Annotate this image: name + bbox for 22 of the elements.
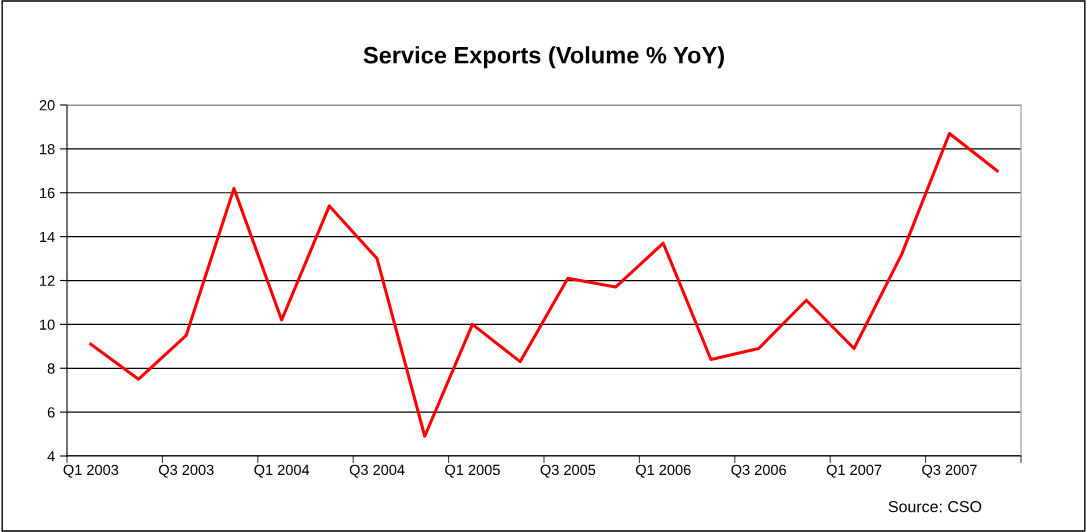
y-tick-label: 12 bbox=[40, 275, 55, 286]
x-tick-label: Q3 2005 bbox=[540, 464, 596, 478]
x-tick-label: Q1 2007 bbox=[826, 464, 882, 478]
y-tick-label: 16 bbox=[40, 187, 55, 199]
x-tick-label: Q1 2004 bbox=[254, 464, 310, 478]
y-tick-label: 10 bbox=[40, 319, 55, 330]
x-tick-label: Q3 2003 bbox=[158, 464, 214, 478]
x-tick-label: Q3 2007 bbox=[922, 464, 977, 478]
x-tick-label: Q3 2004 bbox=[349, 464, 405, 478]
y-tick-label: 8 bbox=[47, 363, 55, 374]
x-tick-label: Q3 2006 bbox=[731, 464, 786, 478]
y-tick-label: 14 bbox=[40, 231, 55, 242]
y-tick-label: 6 bbox=[47, 407, 55, 418]
source-note: Source: CSO bbox=[888, 500, 982, 513]
y-tick-label: 20 bbox=[39, 100, 55, 111]
y-tick-label: 4 bbox=[47, 451, 55, 462]
x-tick-label: Q1 2003 bbox=[63, 464, 119, 478]
x-tick-label: Q1 2006 bbox=[635, 464, 691, 478]
line-series bbox=[89, 131, 999, 438]
x-tick-label: Q1 2005 bbox=[445, 464, 500, 478]
chart-title: Service Exports (Volume % YoY) bbox=[363, 46, 724, 69]
y-tick-label: 18 bbox=[40, 143, 55, 155]
